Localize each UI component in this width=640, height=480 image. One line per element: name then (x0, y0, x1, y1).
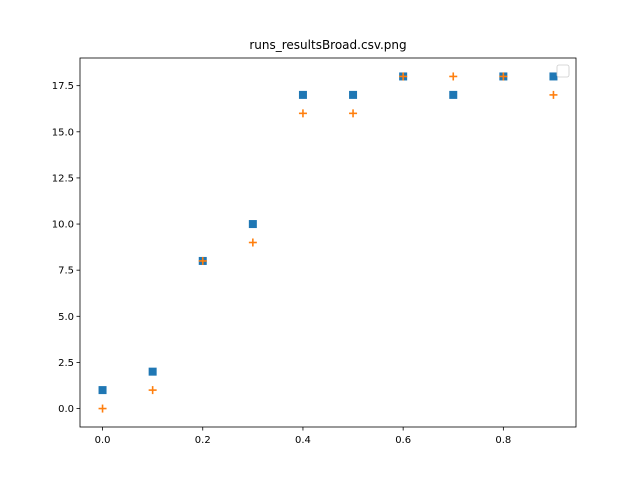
data-point-series-2 (399, 72, 408, 81)
data-point-series-1 (549, 72, 558, 81)
data-point-series-2 (198, 256, 207, 265)
data-point-series-1 (98, 386, 107, 395)
data-point-series-1 (449, 90, 458, 99)
data-point-series-2 (298, 109, 307, 118)
x-tick-label: 0.8 (495, 435, 511, 446)
y-tick-label: 5.0 (58, 312, 74, 323)
data-point-series-1 (349, 90, 358, 99)
y-tick-label: 12.5 (52, 173, 74, 184)
chart-title: runs_resultsBroad.csv.png (249, 38, 406, 52)
y-tick-label: 10.0 (52, 220, 74, 231)
x-tick-label: 0.0 (95, 435, 111, 446)
plot-frame (79, 57, 577, 428)
data-point-series-2 (499, 72, 508, 81)
data-point-series-2 (98, 404, 107, 413)
data-point-series-1 (248, 220, 257, 229)
y-tick-label: 17.5 (52, 81, 74, 92)
data-point-series-2 (549, 90, 558, 99)
x-tick-label: 0.4 (295, 435, 311, 446)
y-tick-label: 15.0 (52, 127, 74, 138)
data-point-series-2 (349, 109, 358, 118)
plot-markers (98, 72, 558, 413)
data-point-series-1 (298, 90, 307, 99)
y-tick-label: 0.0 (58, 404, 74, 415)
data-point-series-2 (248, 238, 257, 247)
data-point-series-2 (449, 72, 458, 81)
data-point-series-2 (148, 386, 157, 395)
x-tick-label: 0.6 (395, 435, 411, 446)
legend-box (556, 64, 570, 78)
data-point-series-1 (148, 367, 157, 376)
y-tick-label: 2.5 (58, 358, 74, 369)
y-tick-label: 7.5 (58, 266, 74, 277)
y-axis: 0.0 2.5 5.0 7.5 10.0 12.5 15.0 17.5 (52, 81, 80, 415)
x-tick-label: 0.2 (195, 435, 211, 446)
x-axis: 0.0 0.2 0.4 0.6 0.8 (95, 427, 511, 446)
